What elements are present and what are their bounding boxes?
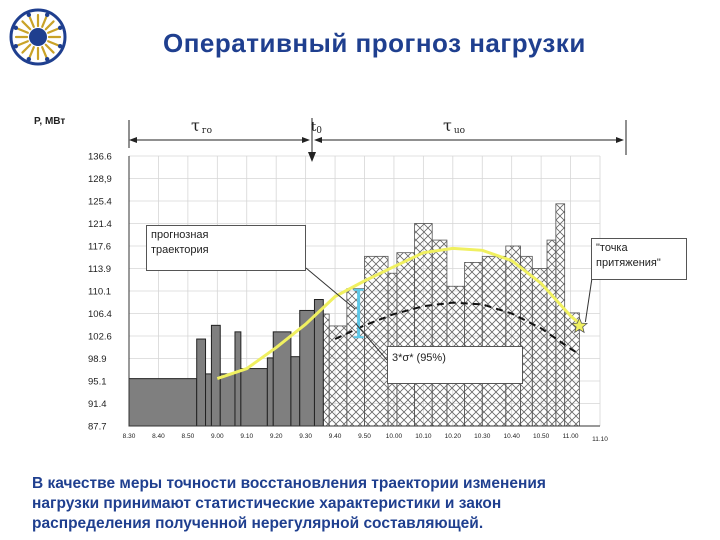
x-tick-label: 9.20	[270, 433, 283, 440]
x-tick-label: 8.50	[182, 433, 195, 440]
x-tick-label: 10.10	[415, 433, 432, 440]
tau-go-subscript: го	[202, 126, 212, 136]
tau-go-arrow-left	[129, 137, 137, 143]
load-forecast-chart: 87.7 91.4 95.1 98.9 102.6 106.4 110.1 113.9 117.…	[34, 116, 627, 444]
page-title: Оперативный прогноз нагрузки	[163, 28, 586, 58]
forecast-bar	[555, 203, 566, 427]
x-tick-label: 9.40	[329, 433, 342, 440]
tau-uo-subscript: uo	[454, 126, 465, 136]
lower-bound-curve	[334, 301, 580, 356]
attractor-callout-line-2: притяжения"	[596, 257, 661, 269]
actual-load-bar	[196, 338, 207, 427]
y-tick-label: 87.7	[88, 422, 107, 433]
forecast-trajectory-callout: прогнозная траектория	[146, 225, 306, 271]
t0-arrow	[308, 152, 316, 162]
caption-line-2: нагрузки принимают статистические характ…	[32, 495, 502, 512]
y-tick-label: 95.1	[88, 377, 107, 388]
attractor-callout-line-1: "точка	[596, 242, 628, 254]
actual-load-bar	[234, 331, 242, 427]
x-tick-label: 10.50	[533, 433, 550, 440]
x-tick-label: 9.10	[240, 433, 253, 440]
x-tick-label: 10.30	[474, 433, 491, 440]
caption: В качестве меры точности восстановления …	[32, 474, 632, 534]
tick-labels: 87.7 91.4 95.1 98.9 102.6 106.4 110.1 113.9 117.…	[88, 152, 608, 444]
x-tick-label: 9.00	[211, 433, 224, 440]
forecast-curve	[216, 246, 584, 381]
y-tick-label: 102.6	[88, 332, 112, 343]
forecast-callout-line-2: траектория	[151, 244, 209, 256]
forecast-callout-line-1: прогнозная	[151, 229, 209, 241]
forecast-bar	[431, 239, 448, 427]
actual-load-bar	[313, 299, 324, 427]
sigma-band-callout: 3*σ* (95%)	[387, 346, 523, 384]
actual-load-bar	[266, 357, 274, 427]
y-tick-label: 98.9	[88, 354, 107, 365]
company-logo	[9, 8, 67, 66]
forecast-bars	[322, 203, 580, 427]
x-tick-label: 10.20	[445, 433, 462, 440]
caption-line-1: В качестве меры точности восстановления …	[32, 475, 546, 492]
forecast-bar	[464, 262, 483, 427]
attractor-callout-leader	[584, 277, 593, 323]
attractor-point-marker	[570, 316, 589, 334]
forecast-bar	[546, 239, 557, 427]
tau-uo-arrow-left	[314, 137, 322, 143]
forecast-bar	[364, 255, 389, 427]
tau-uo-arrow-right	[616, 137, 624, 143]
tau-uo-label: τ uo	[443, 116, 465, 136]
y-tick-label: 110.1	[88, 287, 111, 298]
forecast-curves	[216, 246, 593, 381]
y-axis-label: P, МВт	[34, 116, 65, 127]
caption-line-3: распределения полученной нерегулярной со…	[32, 515, 484, 532]
forecast-bar	[520, 255, 533, 427]
forecast-bar	[531, 268, 548, 427]
y-tick-label: 128,9	[88, 174, 112, 185]
x-tick-label: 11.00	[563, 433, 579, 440]
y-tick-label: 121.4	[88, 219, 112, 230]
y-tick-label: 113.9	[88, 264, 111, 275]
y-tick-label: 125.4	[88, 197, 112, 208]
forecast-bar	[481, 255, 507, 427]
actual-load-bar	[205, 373, 212, 427]
x-tick-label: 9.30	[299, 433, 312, 440]
y-tick-label: 136.6	[88, 152, 112, 163]
x-tick-label: 8.30	[123, 433, 136, 440]
y-tick-label: 91.4	[88, 399, 107, 410]
x-tick-label: 10.40	[504, 433, 521, 440]
forecast-bar	[322, 313, 330, 427]
actual-load-bar	[210, 324, 221, 427]
forecast-bar	[505, 245, 521, 427]
tau-go-arrow-right	[302, 137, 310, 143]
x-tick-label: 8.40	[152, 433, 165, 440]
y-tick-label: 106.4	[88, 309, 112, 320]
forecast-bar	[328, 325, 348, 427]
forecast-bar	[396, 252, 415, 427]
tau-go-label: τ го	[191, 116, 212, 136]
y-tick-label: 117.6	[88, 242, 111, 253]
sigma-callout-text: 3*σ* (95%)	[392, 352, 446, 364]
actual-load-bar	[290, 356, 301, 427]
actual-load-bar	[240, 368, 268, 427]
t0-subscript: 0	[316, 126, 322, 136]
t0-label: t0	[311, 120, 322, 136]
x-tick-label: 11.10	[592, 436, 608, 443]
sigma-callout-leader	[355, 323, 388, 361]
x-tick-label: 10.00	[386, 433, 403, 440]
forecast-bar	[346, 288, 365, 427]
x-tick-label: 9.50	[358, 433, 371, 440]
actual-load-bars	[128, 299, 324, 427]
actual-load-bar	[219, 373, 236, 427]
forecast-callout-leader	[305, 267, 356, 310]
chart-axes	[128, 156, 600, 427]
attractor-point-callout: "точка притяжения"	[591, 238, 687, 280]
actual-load-bar	[128, 378, 198, 427]
